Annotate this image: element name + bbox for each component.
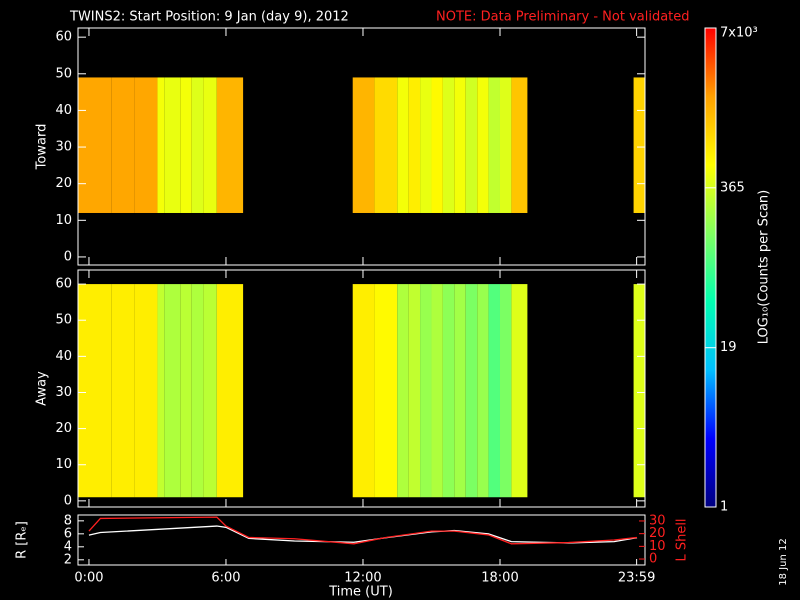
heat-cell	[78, 77, 112, 213]
series-line	[88, 516, 638, 545]
y-tick-label: 4	[64, 539, 72, 554]
heat-cell	[203, 284, 217, 498]
y-tick-label: 6	[64, 526, 72, 541]
heat-cell	[477, 77, 489, 213]
y-tick-label: 30	[55, 140, 72, 155]
colorbar-tick-label: 19	[720, 340, 737, 355]
heat-cell	[511, 284, 528, 498]
heat-cell	[431, 284, 443, 498]
heat-cell	[633, 284, 645, 498]
heat-cell	[352, 284, 375, 498]
heat-cell	[454, 284, 466, 498]
panel-frame	[77, 514, 646, 566]
y-axis-label: R [Rₑ]	[15, 521, 30, 559]
date-stamp: 18 Jun 12	[778, 538, 789, 585]
colorbar	[704, 27, 717, 508]
colorbar-tick-label: 365	[720, 180, 745, 195]
heat-cell	[374, 284, 398, 498]
heat-cell	[216, 77, 244, 213]
y-tick-label: 30	[55, 385, 72, 400]
heat-cell	[465, 77, 478, 213]
heat-cell	[499, 77, 512, 213]
heat-cell	[488, 77, 500, 213]
y-axis-label: Toward	[35, 124, 50, 171]
y-tick-label: 20	[55, 421, 72, 436]
heat-cell	[111, 284, 135, 498]
heat-cell	[511, 77, 528, 213]
x-tick-label: 23:59	[618, 571, 655, 586]
y-tick-label: 60	[55, 277, 72, 292]
heat-cell	[78, 284, 112, 498]
y-axis-label: Away	[35, 371, 50, 406]
y-tick-label: 40	[55, 103, 72, 118]
y-tick-label: 8	[64, 513, 72, 528]
heat-cell	[180, 284, 192, 498]
heat-cell	[442, 284, 455, 498]
y2-tick-label: 30	[649, 513, 666, 528]
y-tick-label: 10	[55, 213, 72, 228]
note: NOTE: Data Preliminary - Not validated	[436, 10, 690, 25]
y-tick-label: 0	[64, 249, 72, 264]
colorbar-label: LOG₁₀(Counts per Scan)	[757, 190, 772, 345]
chart-title: TWINS2: Start Position: 9 Jan (day 9), 2…	[69, 10, 349, 25]
heat-cell	[134, 77, 158, 213]
y-tick-label: 10	[55, 457, 72, 472]
line-plot	[88, 516, 638, 545]
heat-cell	[408, 77, 421, 213]
heat-cell	[633, 77, 645, 213]
heat-cell	[408, 284, 421, 498]
heat-cell	[134, 284, 158, 498]
colorbar-tick-label: 1	[720, 500, 728, 515]
heat-cell	[191, 284, 204, 498]
x-axis-label: Time (UT)	[328, 585, 393, 600]
y-tick-label: 2	[64, 552, 72, 567]
x-tick-label: 12:00	[344, 571, 381, 586]
heat-cell	[374, 77, 398, 213]
heat-cell	[420, 77, 432, 213]
heat-cell	[216, 284, 244, 498]
y-tick-label: 50	[55, 66, 72, 81]
heat-cell	[164, 284, 181, 498]
heat-cell	[420, 284, 432, 498]
heat-cell	[157, 77, 165, 213]
heat-cell	[203, 77, 217, 213]
heat-cell	[191, 77, 204, 213]
heat-cell	[431, 77, 443, 213]
y2-tick-label: 10	[649, 539, 666, 554]
panel-frame	[77, 27, 646, 266]
y-tick-label: 50	[55, 313, 72, 328]
heat-cell	[465, 284, 478, 498]
heat-cell	[488, 284, 500, 498]
heat-cell	[157, 284, 165, 498]
heat-cell	[164, 77, 181, 213]
heat-cell	[111, 77, 135, 213]
y2-axis-label: L Shell	[675, 518, 690, 561]
panel-frame	[77, 269, 646, 508]
y2-tick-label: 20	[649, 526, 666, 541]
colorbar-tick-label: 7x10³	[720, 26, 758, 41]
y2-tick-label: 0	[649, 552, 657, 567]
heat-cell	[454, 77, 466, 213]
y-tick-label: 40	[55, 349, 72, 364]
y-tick-label: 0	[64, 493, 72, 508]
heat-cell	[397, 77, 409, 213]
y-tick-label: 60	[55, 30, 72, 45]
x-tick-label: 0:00	[74, 571, 103, 586]
y-tick-label: 20	[55, 176, 72, 191]
heat-cell	[397, 284, 409, 498]
heat-cell	[352, 77, 375, 213]
series-line	[88, 525, 638, 544]
heat-cell	[499, 284, 512, 498]
heat-cell	[442, 77, 455, 213]
heat-cell	[180, 77, 192, 213]
x-tick-label: 18:00	[481, 571, 518, 586]
x-tick-label: 6:00	[211, 571, 240, 586]
heat-cell	[477, 284, 489, 498]
